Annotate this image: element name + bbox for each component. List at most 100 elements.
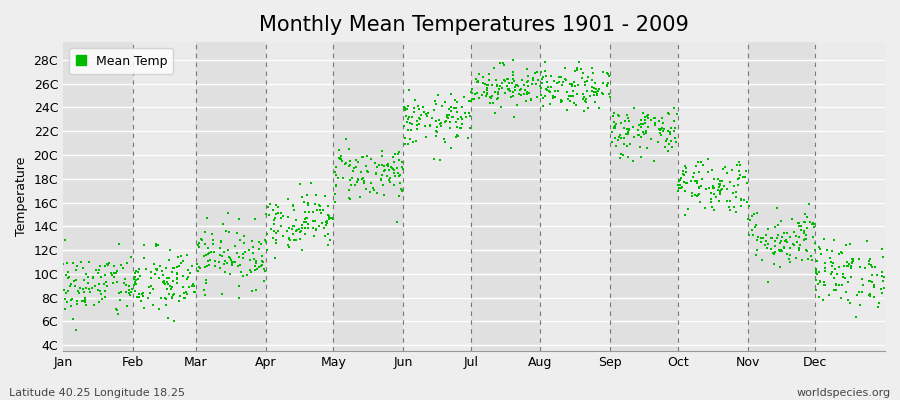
Bar xyxy=(266,42,333,351)
Point xyxy=(647,115,662,121)
Point xyxy=(712,181,726,188)
Point xyxy=(73,285,87,291)
Point xyxy=(713,189,727,196)
Point xyxy=(392,157,406,163)
Point xyxy=(506,93,520,99)
Point xyxy=(381,160,395,167)
Point xyxy=(348,182,363,188)
Point xyxy=(74,259,88,266)
Point xyxy=(346,165,361,171)
Point xyxy=(94,291,108,297)
Point xyxy=(391,151,405,157)
Point xyxy=(257,268,272,274)
Point xyxy=(116,265,130,272)
Point xyxy=(128,270,142,276)
Point xyxy=(127,274,141,280)
Point xyxy=(158,302,173,308)
Point xyxy=(772,240,787,246)
Point xyxy=(662,130,677,137)
Point xyxy=(711,198,725,204)
Point xyxy=(750,252,764,258)
Point xyxy=(867,284,881,290)
Point xyxy=(716,166,731,172)
Point xyxy=(846,258,860,264)
Point xyxy=(329,172,344,178)
Point xyxy=(792,233,806,240)
Point xyxy=(406,139,420,145)
Point xyxy=(178,288,193,295)
Point xyxy=(144,274,158,281)
Point xyxy=(608,135,622,141)
Point xyxy=(535,76,549,83)
Point xyxy=(267,221,282,227)
Point xyxy=(618,118,633,124)
Point xyxy=(704,190,718,196)
Point xyxy=(248,267,262,273)
Point xyxy=(180,291,194,297)
Point xyxy=(69,298,84,304)
Point xyxy=(289,228,303,234)
Point xyxy=(713,178,727,184)
Point xyxy=(706,176,721,182)
Point xyxy=(297,199,311,206)
Point xyxy=(842,241,857,247)
Point xyxy=(506,72,520,78)
Point xyxy=(480,85,494,92)
Point xyxy=(480,82,494,89)
Point xyxy=(867,293,881,300)
Point xyxy=(488,88,502,95)
Point xyxy=(79,270,94,277)
Point xyxy=(141,295,156,301)
Point xyxy=(738,174,752,181)
Point xyxy=(720,170,734,176)
Point xyxy=(114,261,129,268)
Point xyxy=(122,282,136,289)
Point xyxy=(344,182,358,188)
Point xyxy=(472,71,486,78)
Point xyxy=(816,281,831,288)
Point xyxy=(475,91,490,98)
Point xyxy=(508,82,523,88)
Point xyxy=(536,103,551,109)
Point xyxy=(182,284,196,290)
Point xyxy=(313,202,328,209)
Point xyxy=(398,140,412,147)
Point xyxy=(722,204,736,210)
Point xyxy=(806,257,820,263)
Point xyxy=(498,90,512,96)
Point xyxy=(68,327,83,333)
Point xyxy=(652,126,667,133)
Point xyxy=(590,92,604,98)
Point xyxy=(434,119,448,126)
Point xyxy=(732,158,746,165)
Point xyxy=(690,178,705,184)
Point xyxy=(110,268,124,274)
Point xyxy=(580,88,594,95)
Point xyxy=(392,157,407,164)
Point xyxy=(334,156,348,162)
Point xyxy=(672,178,687,184)
Point xyxy=(158,280,172,287)
Point xyxy=(382,175,397,181)
Bar xyxy=(541,42,610,351)
Point xyxy=(494,103,508,110)
Point xyxy=(212,259,226,266)
Point xyxy=(176,284,190,290)
Point xyxy=(292,236,307,242)
Point xyxy=(748,223,762,230)
Point xyxy=(335,158,349,164)
Point xyxy=(579,98,593,105)
Point xyxy=(711,187,725,193)
Point xyxy=(555,82,570,88)
Point xyxy=(794,226,808,233)
Point xyxy=(404,127,419,133)
Point xyxy=(198,264,212,270)
Point xyxy=(249,260,264,266)
Point xyxy=(471,79,485,86)
Point xyxy=(591,88,606,95)
Point xyxy=(827,237,842,243)
Point xyxy=(405,121,419,127)
Point xyxy=(181,274,195,280)
Point xyxy=(298,208,312,215)
Point xyxy=(58,296,73,302)
